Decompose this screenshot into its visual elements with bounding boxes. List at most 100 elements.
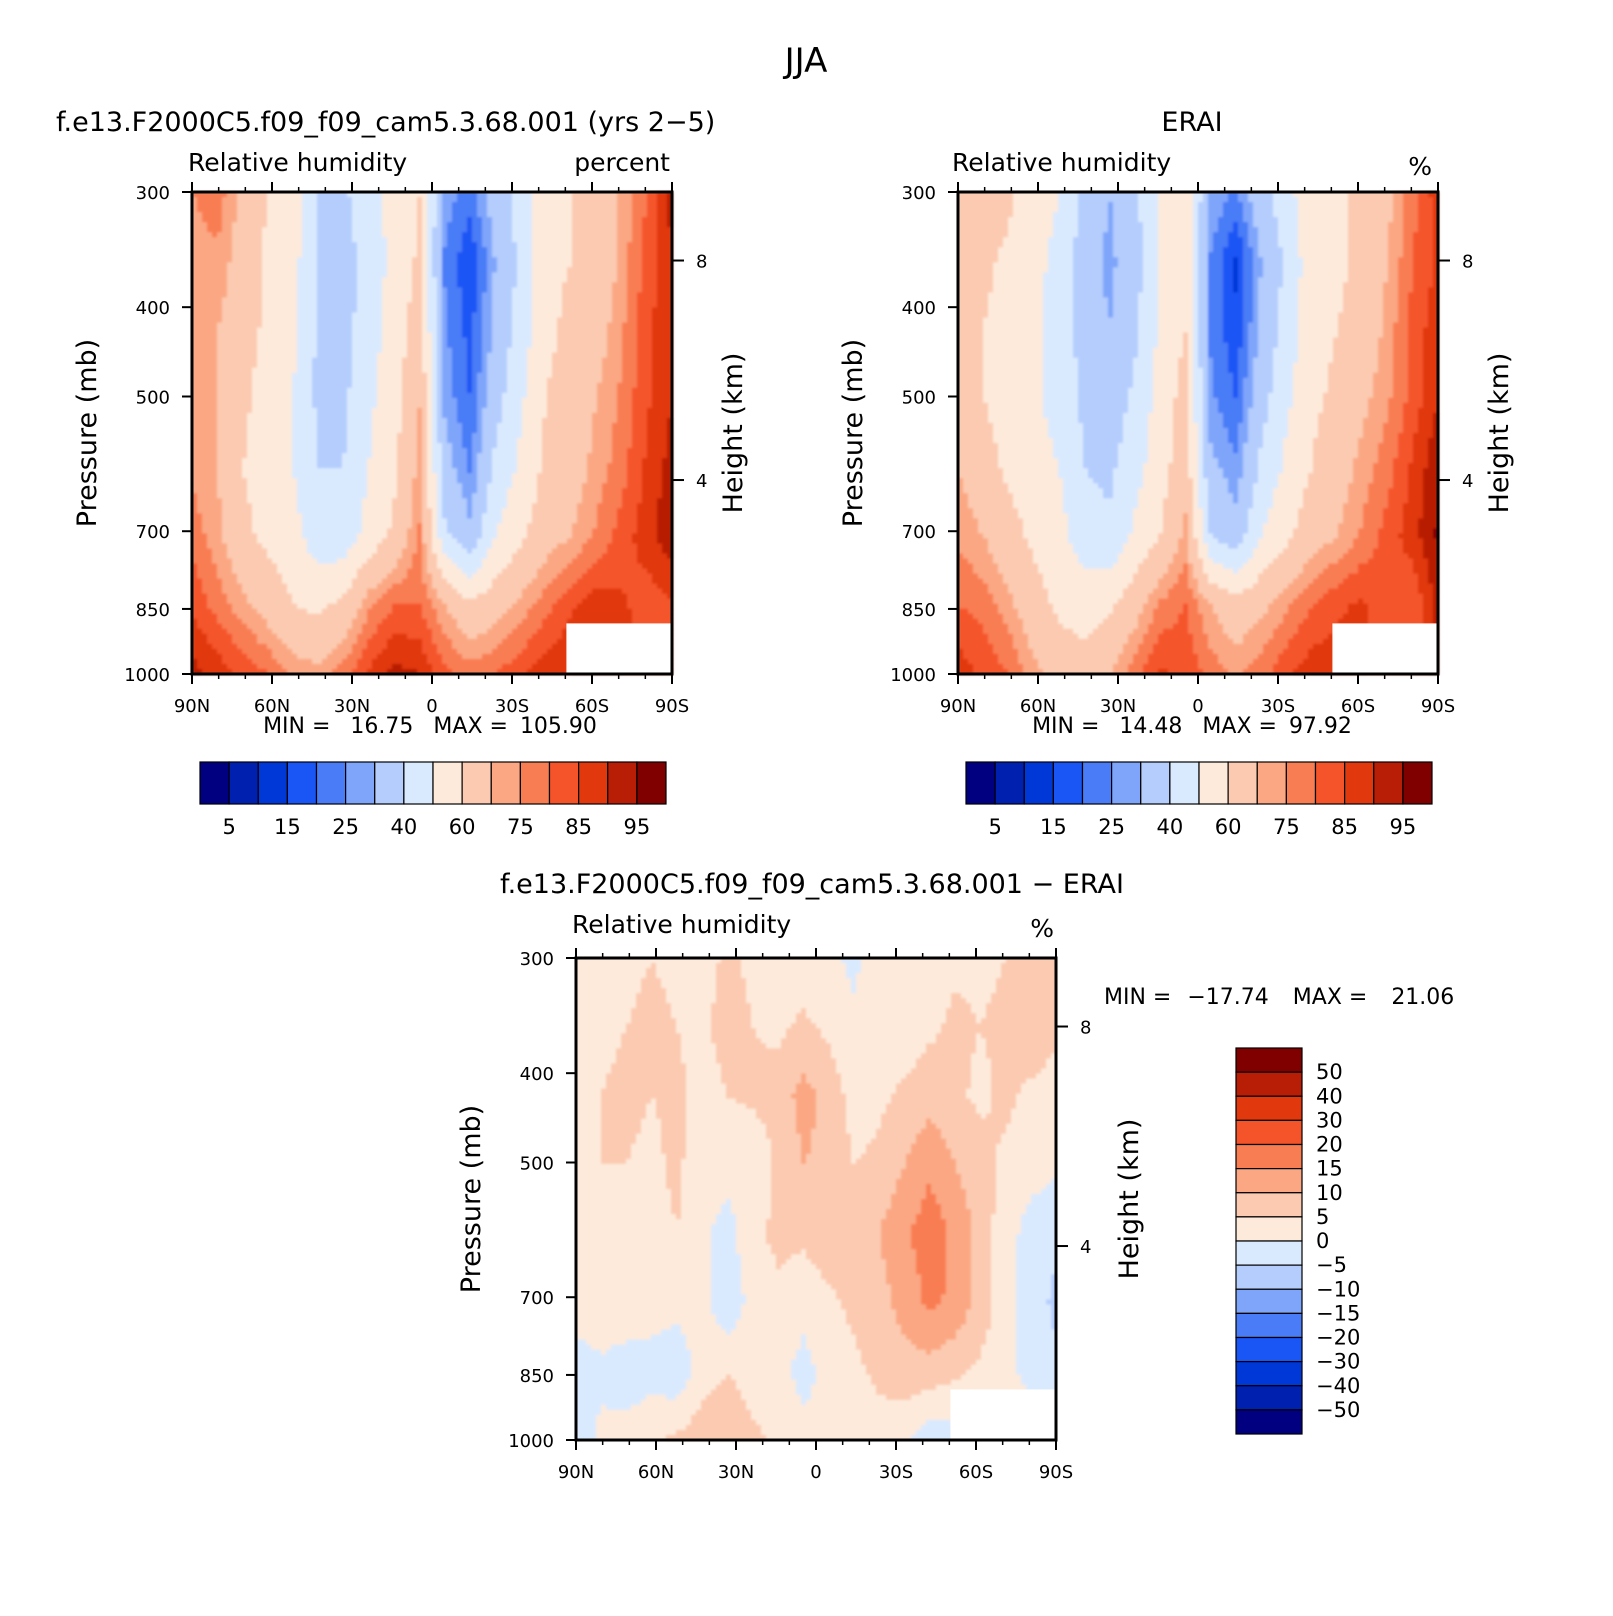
- contour-cell: [577, 363, 583, 369]
- contour-cell: [632, 393, 638, 399]
- contour-cell: [382, 217, 388, 223]
- contour-cell: [397, 318, 403, 324]
- contour-cell: [537, 358, 543, 364]
- contour-cell: [267, 297, 273, 303]
- contour-cell: [602, 197, 608, 203]
- contour-cell: [432, 318, 438, 324]
- contour-cell: [432, 338, 438, 344]
- contour-cell: [277, 393, 283, 399]
- contour-cell: [642, 297, 648, 303]
- contour-cell: [242, 328, 248, 334]
- contour-cell: [622, 423, 628, 429]
- contour-cell: [547, 197, 553, 203]
- contour-cell: [517, 272, 523, 278]
- contour-cell: [562, 363, 568, 369]
- contour-cell: [557, 398, 563, 404]
- contour-cell: [587, 438, 593, 444]
- contour-cell: [577, 242, 583, 248]
- contour-cell: [527, 333, 533, 339]
- contour-cell: [217, 428, 223, 434]
- contour-cell: [592, 358, 598, 364]
- contour-cell: [482, 217, 488, 223]
- contour-cell: [277, 328, 283, 334]
- contour-cell: [587, 262, 593, 268]
- contour-cell: [327, 398, 333, 404]
- contour-cell: [652, 277, 658, 283]
- contour-cell: [452, 247, 458, 253]
- contour-cell: [617, 212, 623, 218]
- contour-cell: [352, 383, 358, 389]
- contour-cell: [337, 388, 343, 394]
- contour-cell: [662, 232, 668, 238]
- contour-cell: [662, 353, 668, 359]
- contour-cell: [492, 287, 498, 293]
- contour-cell: [497, 333, 503, 339]
- contour-cell: [277, 237, 283, 243]
- contour-cell: [512, 197, 518, 203]
- contour-cell: [207, 378, 213, 384]
- contour-cell: [472, 403, 478, 409]
- contour-cell: [402, 378, 408, 384]
- contour-cell: [512, 313, 518, 319]
- contour-cell: [357, 423, 363, 429]
- contour-cell: [502, 373, 508, 379]
- contour-cell: [557, 237, 563, 243]
- contour-cell: [432, 222, 438, 228]
- contour-cell: [302, 393, 308, 399]
- contour-cell: [237, 202, 243, 208]
- contour-cell: [407, 207, 413, 213]
- contour-cell: [372, 398, 378, 404]
- contour-cell: [307, 292, 313, 298]
- contour-cell: [567, 413, 573, 419]
- contour-cell: [492, 222, 498, 228]
- contour-cell: [437, 433, 443, 439]
- contour-cell: [557, 292, 563, 298]
- contour-cell: [472, 207, 478, 213]
- contour-cell: [657, 423, 663, 429]
- contour-cell: [217, 403, 223, 409]
- contour-cell: [342, 262, 348, 268]
- contour-cell: [432, 313, 438, 319]
- contour-cell: [562, 212, 568, 218]
- contour-cell: [447, 408, 453, 414]
- contour-cell: [567, 423, 573, 429]
- contour-cell: [212, 323, 218, 329]
- contour-cell: [437, 398, 443, 404]
- contour-cell: [557, 247, 563, 253]
- contour-cell: [607, 277, 613, 283]
- contour-cell: [347, 383, 353, 389]
- contour-cell: [242, 353, 248, 359]
- contour-cell: [387, 428, 393, 434]
- contour-cell: [342, 423, 348, 429]
- contour-cell: [642, 292, 648, 298]
- contour-cell: [427, 343, 433, 349]
- contour-cell: [442, 333, 448, 339]
- contour-cell: [537, 272, 543, 278]
- contour-cell: [447, 338, 453, 344]
- contour-cell: [572, 343, 578, 349]
- contour-cell: [612, 272, 618, 278]
- contour-cell: [307, 207, 313, 213]
- contour-cell: [362, 338, 368, 344]
- contour-cell: [327, 232, 333, 238]
- contour-cell: [567, 302, 573, 308]
- contour-cell: [317, 197, 323, 203]
- contour-cell: [447, 383, 453, 389]
- contour-cell: [342, 247, 348, 253]
- contour-cell: [472, 378, 478, 384]
- contour-cell: [587, 252, 593, 258]
- contour-cell: [357, 338, 363, 344]
- contour-cell: [282, 378, 288, 384]
- contour-cell: [492, 257, 498, 263]
- contour-cell: [412, 313, 418, 319]
- contour-cell: [322, 287, 328, 293]
- contour-cell: [317, 348, 323, 354]
- contour-cell: [607, 227, 613, 233]
- contour-cell: [342, 323, 348, 329]
- contour-cell: [362, 262, 368, 268]
- contour-cell: [582, 262, 588, 268]
- contour-cell: [447, 398, 453, 404]
- contour-cell: [217, 318, 223, 324]
- contour-cell: [232, 212, 238, 218]
- contour-cell: [627, 428, 633, 434]
